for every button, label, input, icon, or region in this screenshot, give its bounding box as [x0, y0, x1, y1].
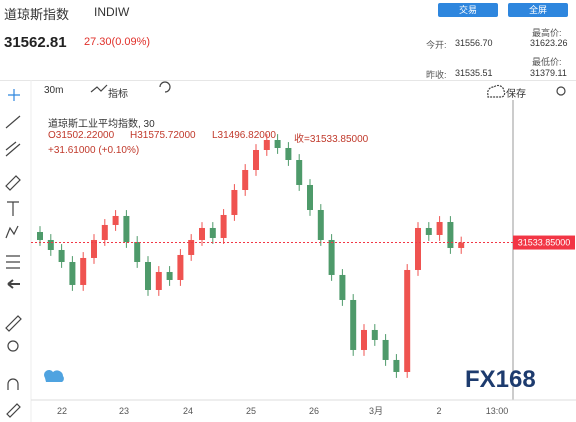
- candle-body: [350, 299, 357, 350]
- stat-value: 31623.26: [530, 38, 568, 48]
- candle-body: [37, 231, 43, 240]
- candle-body: [415, 227, 421, 270]
- legend-open: O31502.22000: [48, 130, 115, 141]
- legend-close: 收=31533.85000: [294, 134, 369, 145]
- candle-body: [371, 329, 378, 340]
- candle-body: [404, 269, 411, 372]
- candle-body: [177, 254, 184, 280]
- candle-body: [361, 329, 367, 350]
- trade-button[interactable]: 交易: [438, 3, 498, 17]
- last-price-tag: [513, 235, 575, 250]
- candle-body: [112, 215, 119, 225]
- candle-body: [263, 140, 270, 151]
- x-tick-label: 25: [246, 406, 256, 416]
- candle-body: [220, 214, 227, 238]
- save-button[interactable]: 保存: [506, 89, 526, 100]
- fullscreen-button[interactable]: 全屏: [508, 3, 568, 17]
- stat-label: 昨收:: [426, 70, 447, 80]
- legend-change: +31.61000 (+0.10%): [48, 145, 140, 156]
- symbol-code: INDIW: [94, 5, 130, 19]
- legend-low: L31496.82000: [212, 130, 276, 141]
- stat-label: 最低价:: [532, 57, 562, 67]
- candle-body: [101, 224, 108, 240]
- candle-body: [436, 221, 443, 235]
- candle-body: [199, 227, 205, 240]
- symbol-name: 道琼斯指数: [4, 7, 70, 22]
- candle-body: [231, 189, 238, 215]
- candle-body: [458, 242, 465, 248]
- candle-body: [307, 184, 313, 210]
- stat-value: 31379.11: [530, 68, 567, 78]
- candle-body: [80, 257, 87, 285]
- candle-body: [253, 150, 259, 170]
- x-tick-label: 3月: [369, 406, 383, 416]
- legend-title: 道琼斯工业平均指数, 30: [48, 119, 155, 130]
- candle-body: [393, 359, 400, 372]
- candle-body: [58, 249, 65, 262]
- price-change: 27.30(0.09%): [84, 36, 151, 48]
- candle-body: [328, 239, 335, 275]
- candle-body: [209, 227, 216, 238]
- indicator-button[interactable]: 指标: [108, 89, 128, 100]
- x-tick-label: 26: [309, 406, 319, 416]
- price: 31562.81: [4, 34, 67, 51]
- stat-value: 31535.51: [455, 68, 493, 78]
- interval-button[interactable]: 30m: [44, 85, 64, 96]
- stat-value: 31556.70: [455, 38, 493, 48]
- cloud-icon: [44, 370, 64, 382]
- candle-body: [47, 239, 54, 250]
- candle-body: [285, 147, 292, 160]
- candle-body: [188, 239, 195, 255]
- watermark: FX168: [465, 366, 536, 393]
- candle-body: [155, 271, 162, 290]
- candle-body: [274, 140, 281, 148]
- x-tick-label: 22: [57, 406, 67, 416]
- candle-body: [166, 271, 173, 280]
- candle-body: [91, 239, 97, 258]
- candle-body: [123, 215, 130, 242]
- candle-body: [134, 241, 141, 262]
- candle-body: [145, 261, 151, 290]
- drawing-tools: [5, 81, 566, 418]
- candle-body: [339, 274, 346, 300]
- legend-high: H31575.72000: [130, 130, 196, 141]
- stat-label: 最高价:: [532, 28, 562, 38]
- x-tick-label: 2: [436, 406, 441, 416]
- candle-body: [382, 339, 389, 360]
- candle-body: [296, 159, 303, 185]
- candle-body: [242, 169, 249, 190]
- candle-body: [69, 261, 76, 285]
- stat-label: 今开:: [426, 40, 447, 50]
- candle-body: [317, 209, 324, 240]
- x-tick-label: 23: [119, 406, 129, 416]
- divider: [0, 80, 576, 81]
- candle-body: [447, 221, 454, 248]
- x-tick-label: 13:00: [486, 406, 509, 416]
- x-tick-label: 24: [183, 406, 193, 416]
- candle-body: [425, 227, 432, 235]
- last-price-label: 31533.85000: [518, 238, 571, 248]
